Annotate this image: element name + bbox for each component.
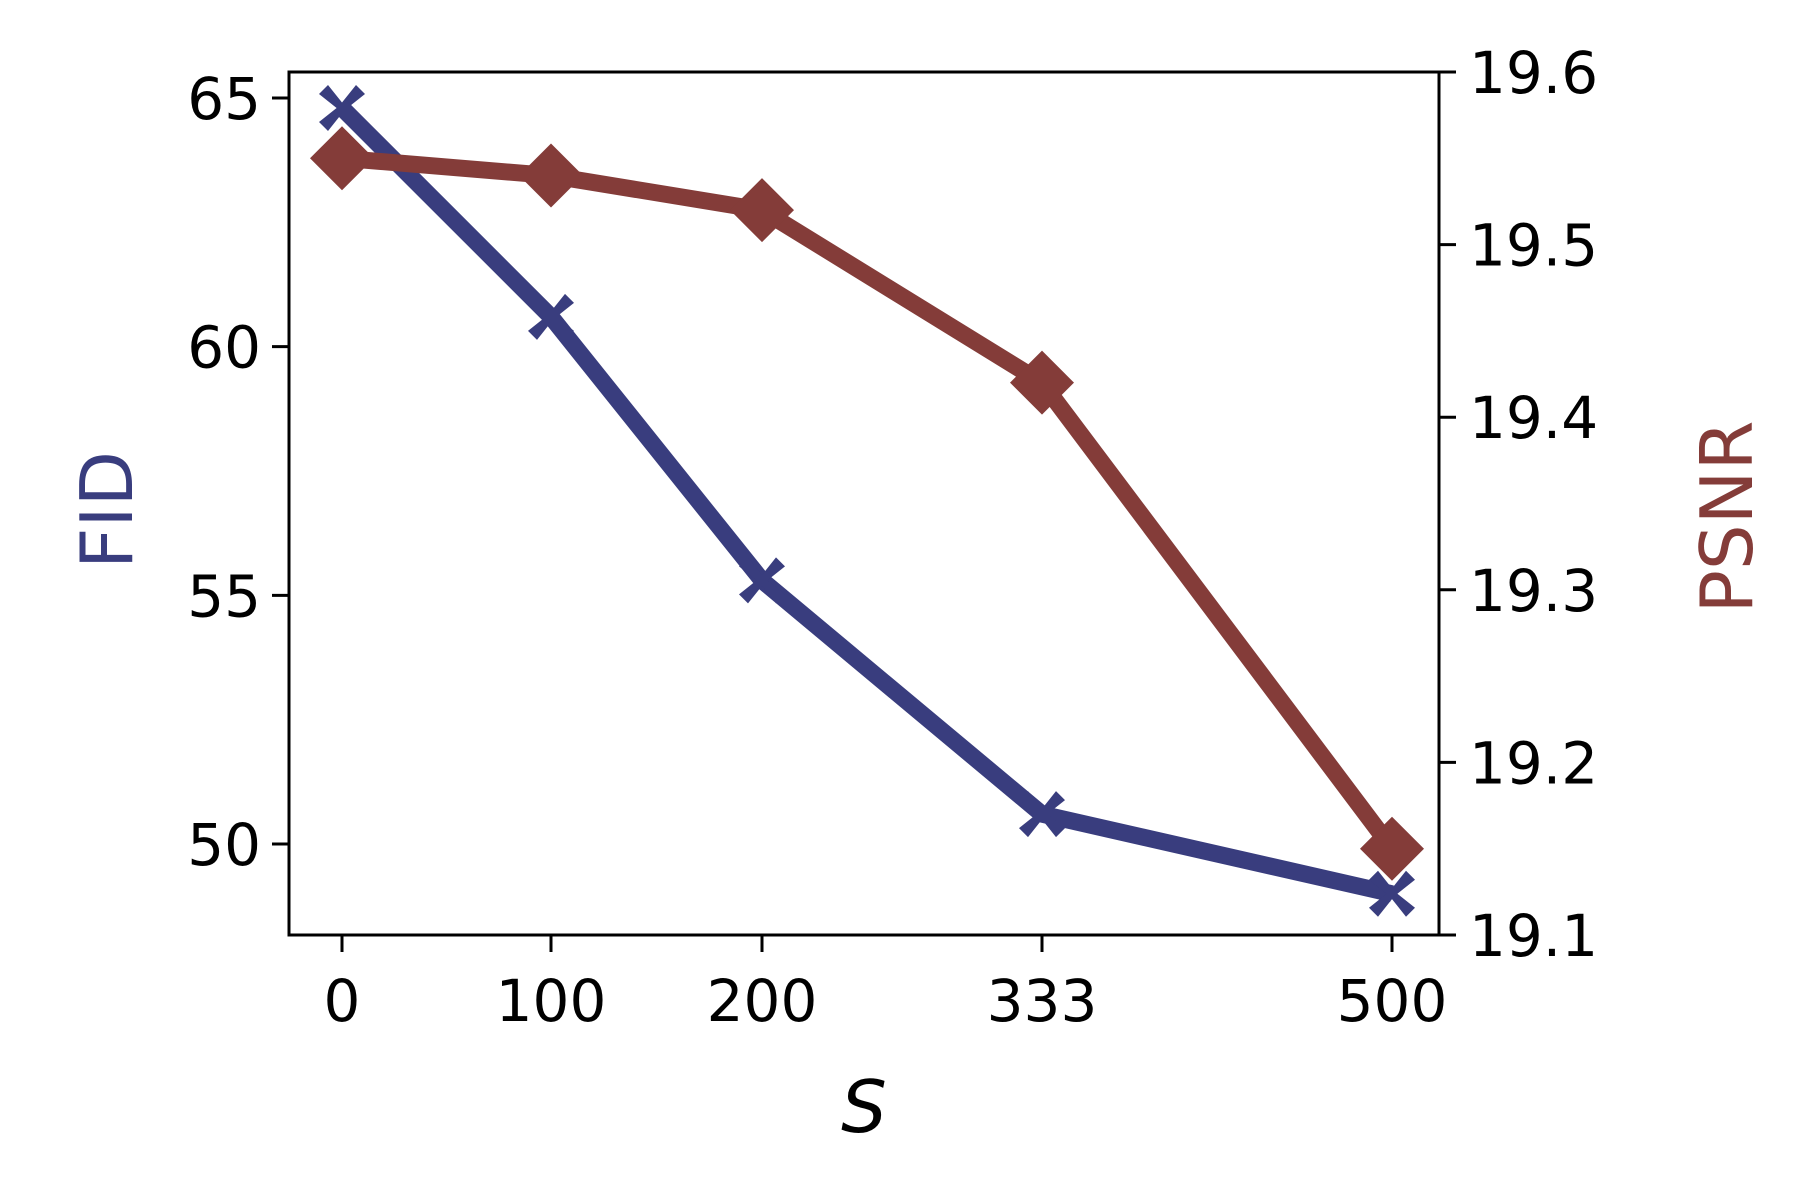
x-marker-icon: [1369, 870, 1415, 917]
y-right-tick-label: 19.3: [1469, 557, 1598, 625]
y-right-tick-label: 19.2: [1469, 729, 1598, 797]
x-tick-label: 100: [496, 967, 607, 1035]
fid-series: [319, 84, 1415, 917]
fid-line: [335, 101, 1394, 903]
x-marker-icon: [528, 293, 574, 340]
diamond-marker-icon: [1010, 350, 1074, 415]
y-axis-right: 19.6 19.5 19.4 19.3 19.2 19.1: [1439, 39, 1598, 970]
y-axis-right-title: PSNR: [1685, 420, 1769, 613]
diamond-marker-icon: [310, 126, 374, 191]
y-left-tick-label: 50: [187, 811, 261, 879]
y-left-tick-label: 55: [187, 562, 261, 630]
x-tick-label: 200: [707, 967, 818, 1035]
y-right-tick-label: 19.6: [1469, 39, 1598, 107]
y-right-tick-label: 19.5: [1469, 212, 1598, 280]
psnr-series: [310, 126, 1424, 881]
diamond-marker-icon: [1360, 816, 1424, 881]
y-left-tick-label: 60: [187, 314, 261, 382]
diamond-marker-icon: [730, 178, 794, 243]
x-axis-title: S: [841, 1065, 887, 1149]
x-axis: 0 100 200 333 500: [324, 935, 1448, 1035]
x-marker-icon: [319, 84, 365, 131]
x-tick-label: 333: [987, 967, 1098, 1035]
y-axis-left: 65 60 55 50: [187, 65, 289, 879]
x-tick-label: 0: [324, 967, 361, 1035]
y-right-tick-label: 19.4: [1469, 384, 1598, 452]
x-marker-icon: [739, 557, 785, 604]
y-axis-left-title: FID: [65, 451, 149, 569]
x-marker-icon: [1019, 791, 1065, 838]
y-right-tick-label: 19.1: [1469, 902, 1598, 970]
diamond-marker-icon: [519, 143, 583, 208]
plot-area-frame: [287, 70, 1441, 937]
y-left-tick-label: 65: [187, 65, 261, 133]
x-tick-label: 500: [1337, 967, 1448, 1035]
